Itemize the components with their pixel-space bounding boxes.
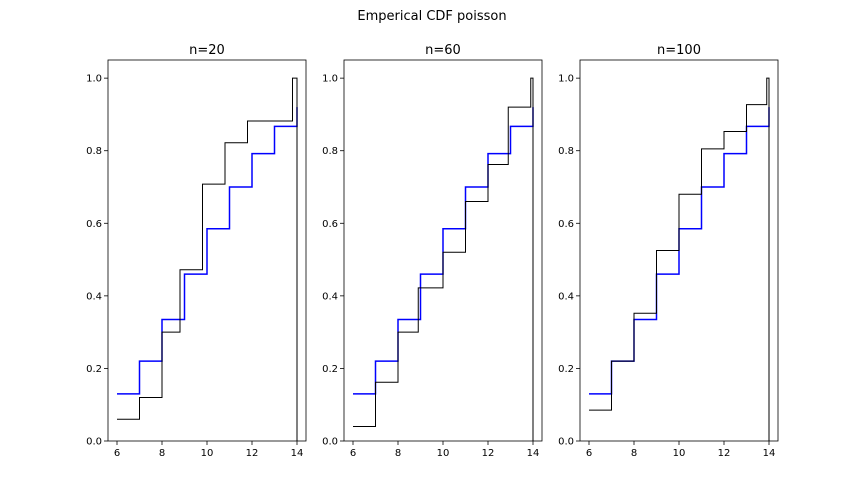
x-tick-label: 10 bbox=[201, 448, 214, 459]
x-tick-label: 8 bbox=[631, 448, 637, 459]
x-tick-label: 8 bbox=[395, 448, 401, 459]
x-tick-label: 12 bbox=[718, 448, 731, 459]
x-tick-label: 10 bbox=[437, 448, 450, 459]
x-tick-label: 12 bbox=[246, 448, 259, 459]
empirical-cdf-line bbox=[353, 77, 534, 441]
y-tick-label: 0.8 bbox=[86, 146, 102, 157]
x-tick-label: 14 bbox=[527, 448, 540, 459]
y-tick-label: 1.0 bbox=[558, 74, 574, 85]
empirical-cdf-line bbox=[589, 77, 770, 441]
y-tick-label: 0.0 bbox=[322, 437, 338, 448]
y-tick-label: 0.6 bbox=[86, 219, 102, 230]
panel-2: n=60 6 8 10 12 14 0.0 0.2 0.4 0.6 0.8 1.0 bbox=[322, 43, 543, 459]
panel-1: n=20 6 8 10 12 14 0.0 0.2 0.4 0.6 0.8 1.0 bbox=[86, 43, 307, 459]
y-tick-label: 0.0 bbox=[86, 437, 102, 448]
x-tick-label: 14 bbox=[763, 448, 776, 459]
x-tick-label: 10 bbox=[673, 448, 686, 459]
y-tick-label: 0.6 bbox=[558, 219, 574, 230]
x-tick-label: 6 bbox=[114, 448, 120, 459]
y-tick-label: 0.8 bbox=[322, 146, 338, 157]
y-tick-label: 0.4 bbox=[322, 291, 338, 302]
panel-3: n=100 6 8 10 12 14 0.0 0.2 0.4 0.6 0.8 1.0 bbox=[558, 43, 779, 459]
y-tick-label: 0.2 bbox=[322, 364, 338, 375]
y-tick-label: 0.0 bbox=[558, 437, 574, 448]
x-tick-label: 6 bbox=[586, 448, 592, 459]
panels-group: n=20 6 8 10 12 14 0.0 0.2 0.4 0.6 0.8 1.0 n=60 6 8 10 12… bbox=[86, 43, 779, 459]
panel-title: n=20 bbox=[189, 43, 225, 58]
panel-title: n=60 bbox=[425, 43, 461, 58]
y-tick-label: 0.2 bbox=[558, 364, 574, 375]
x-tick-label: 8 bbox=[159, 448, 165, 459]
theoretical-cdf-line bbox=[353, 107, 534, 395]
y-tick-label: 1.0 bbox=[86, 74, 102, 85]
panel-title: n=100 bbox=[657, 43, 701, 58]
x-tick-label: 6 bbox=[350, 448, 356, 459]
y-tick-label: 0.8 bbox=[558, 146, 574, 157]
empirical-cdf-line bbox=[117, 77, 298, 441]
chart-suptitle: Emperical CDF poisson bbox=[357, 9, 506, 24]
x-tick-label: 12 bbox=[482, 448, 495, 459]
y-tick-label: 0.2 bbox=[86, 364, 102, 375]
y-tick-label: 0.4 bbox=[558, 291, 574, 302]
theoretical-cdf-line bbox=[117, 107, 298, 395]
y-tick-label: 1.0 bbox=[322, 74, 338, 85]
y-tick-label: 0.4 bbox=[86, 291, 102, 302]
y-tick-label: 0.6 bbox=[322, 219, 338, 230]
x-tick-label: 14 bbox=[291, 448, 304, 459]
